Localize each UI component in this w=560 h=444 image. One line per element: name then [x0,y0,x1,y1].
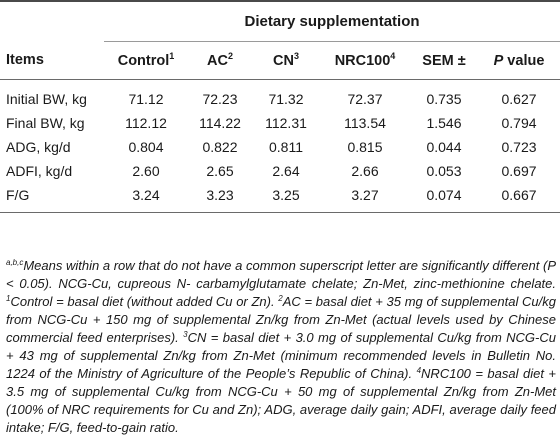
cell-ac: 0.822 [202,139,238,155]
cell-control: 112.12 [125,115,167,131]
cell-ac: 72.23 [202,90,238,107]
cell-nrc100: 113.54 [344,115,386,131]
group-header-row: Dietary supplementation [0,1,560,42]
footnote-marker-2: 2 [278,294,283,303]
cell-item: Final BW, kg [6,115,85,131]
results-table-container: Dietary supplementation Items Control1 A… [0,0,560,213]
cell-control: 3.24 [104,183,188,213]
footnote-part-3: AC = basal diet + 35 mg of supplemental … [6,294,556,345]
cell-cn: 2.64 [272,163,300,179]
cell-p-value: 0.794 [501,115,537,131]
col-ac: AC2 [188,41,252,80]
cell-item: ADFI, kg/d [6,163,73,179]
table-row: F/G 3.24 3.23 3.25 3.27 0.074 0.667 [0,183,560,213]
cell-ac: 114.22 [199,115,241,131]
col-p-value: P value [478,41,560,80]
cell-cn: 71.32 [268,90,304,107]
cell-p-value: 0.667 [478,183,560,213]
cell-cn: 112.31 [265,115,307,131]
footnote-marker-1: 1 [6,294,11,303]
col-cn: CN3 [252,41,320,80]
cell-nrc100: 72.37 [347,90,383,107]
cell-ac: 3.23 [188,183,252,213]
cell-p-value: 0.723 [501,139,537,155]
cell-sem: 0.735 [426,90,462,107]
cell-item: F/G [0,183,104,213]
col-control: Control1 [104,41,188,80]
cell-control: 0.804 [128,139,164,155]
col-nrc100: NRC1004 [320,41,410,80]
col-items: Items [0,41,104,80]
cell-cn: 3.25 [252,183,320,213]
table-row: Initial BW, kg 71.12 72.23 71.32 72.37 0… [0,80,560,112]
cell-sem: 1.546 [426,115,462,131]
cell-nrc100: 0.815 [347,139,383,155]
cell-control: 71.12 [128,90,164,107]
table-footnote: a,b,cMeans within a row that do not have… [6,257,556,437]
footnote-marker-4: 4 [416,366,422,375]
footnote-part-1: Means within a row that do not have a co… [6,258,556,291]
cell-sem: 0.074 [410,183,478,213]
table-row: ADG, kg/d 0.804 0.822 0.811 0.815 0.044 … [0,135,560,159]
group-header: Dietary supplementation [104,1,560,42]
cell-p-value: 0.627 [501,90,537,107]
cell-nrc100: 3.27 [320,183,410,213]
footnote-marker-3: 3 [183,330,188,339]
column-header-row: Items Control1 AC2 CN3 NRC1004 SEM ± P v… [0,41,560,80]
table-row: ADFI, kg/d 2.60 2.65 2.64 2.66 0.053 0.6… [0,159,560,183]
cell-item: ADG, kg/d [6,139,71,155]
results-table: Dietary supplementation Items Control1 A… [0,0,560,213]
footnote-part-4: CN = basal diet + 3.0 mg of supplemental… [6,330,556,381]
cell-item: Initial BW, kg [6,90,87,107]
footnote-part-2: Control = basal diet (without added Cu o… [10,294,279,309]
cell-cn: 0.811 [269,139,303,155]
table-row: Final BW, kg 112.12 114.22 112.31 113.54… [0,111,560,135]
cell-control: 2.60 [132,163,160,179]
cell-p-value: 0.697 [501,163,537,179]
cell-sem: 0.044 [426,139,462,155]
footnote-part-5: NRC100 = basal diet + 3.5 mg of suppleme… [6,366,556,435]
footnote-abc-marker: a,b,c [6,258,24,267]
group-header-spacer [0,1,104,42]
cell-nrc100: 2.66 [351,163,379,179]
cell-ac: 2.65 [206,163,234,179]
cell-sem: 0.053 [426,163,462,179]
col-sem: SEM ± [410,41,478,80]
